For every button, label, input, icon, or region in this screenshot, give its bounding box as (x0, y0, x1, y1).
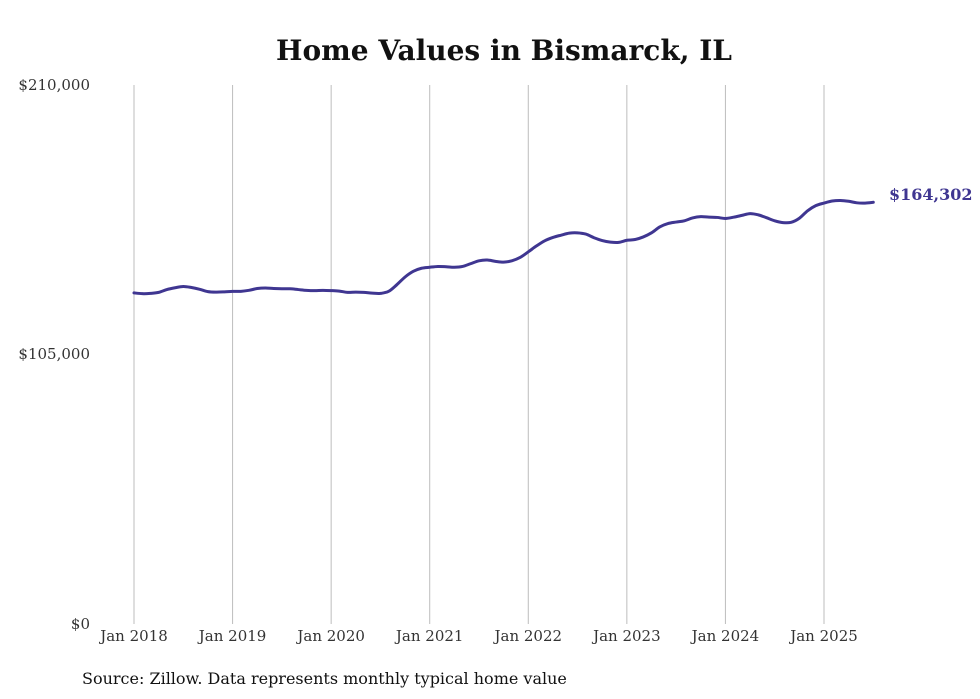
x-tick-label: Jan 2019 (197, 627, 267, 645)
source-note: Source: Zillow. Data represents monthly … (82, 669, 567, 688)
x-tick-label: Jan 2018 (98, 627, 168, 645)
x-tick-label: Jan 2023 (591, 627, 661, 645)
y-tick-label: $105,000 (18, 345, 90, 363)
x-tick-label: Jan 2021 (394, 627, 464, 645)
x-tick-label: Jan 2024 (690, 627, 760, 645)
end-value-label: $164,302 (889, 185, 973, 204)
chart-title: Home Values in Bismarck, IL (276, 34, 732, 67)
grid-lines (133, 85, 825, 624)
y-axis: $210,000 $105,000 $0 (18, 76, 90, 633)
x-tick-label: Jan 2020 (295, 627, 365, 645)
series-line (132, 198, 875, 296)
y-tick-label: $210,000 (18, 76, 90, 94)
x-tick-label: Jan 2025 (788, 627, 858, 645)
x-tick-label: Jan 2022 (493, 627, 563, 645)
y-tick-label: $0 (71, 615, 90, 633)
x-axis: Jan 2018 Jan 2019 Jan 2020 Jan 2021 Jan 2022… (98, 627, 858, 645)
